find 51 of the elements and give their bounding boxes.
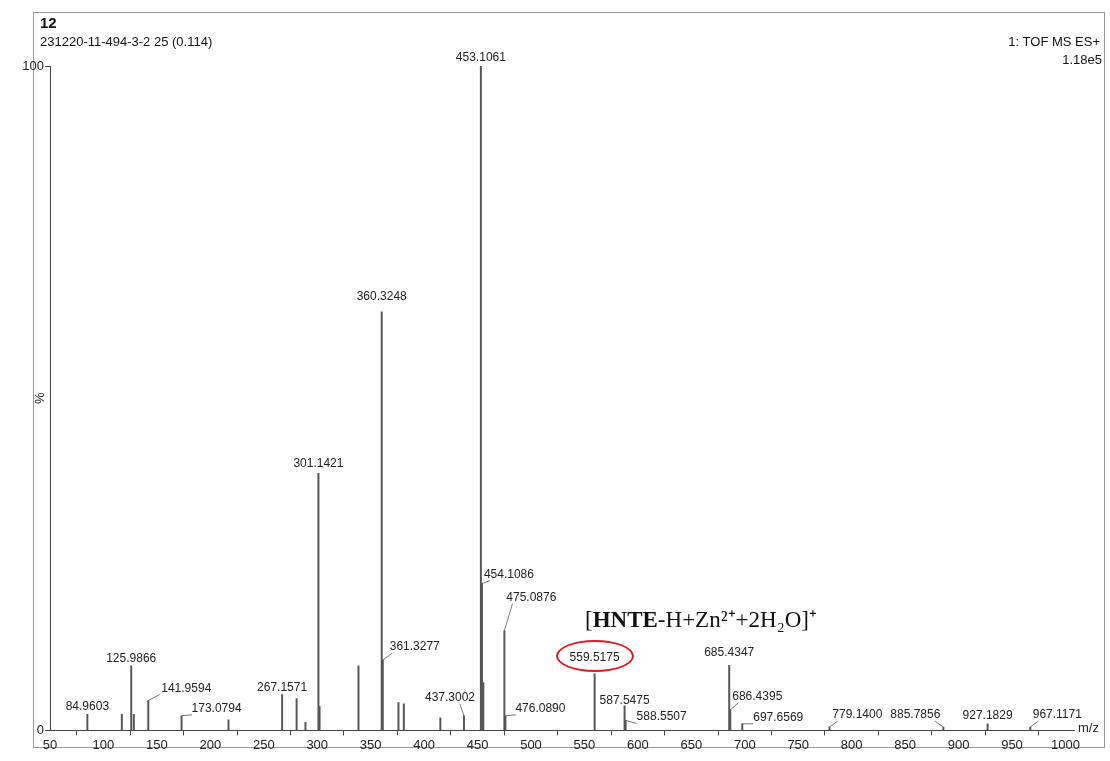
annotation: 453.1061 bbox=[455, 50, 507, 64]
annotation: 125.9866 bbox=[106, 650, 157, 665]
x-tick-label: 400 bbox=[413, 736, 435, 752]
annotation: 779.1400 bbox=[832, 707, 883, 722]
annotation: 885.7856 bbox=[890, 707, 941, 722]
annotation: 301.1421 bbox=[293, 456, 344, 471]
x-tick-label: 950 bbox=[1001, 736, 1023, 752]
annotation: 927.1829 bbox=[962, 707, 1013, 722]
x-tick-label: 750 bbox=[787, 736, 810, 752]
x-tick-label: 150 bbox=[146, 736, 168, 752]
annotation: [HNTE-H+Zn²⁺+2H₂O]⁺ bbox=[585, 607, 817, 632]
x-tick-label: 500 bbox=[520, 736, 542, 752]
x-tick-label: 200 bbox=[199, 736, 222, 752]
x-tick-label: 450 bbox=[466, 736, 489, 752]
annotation: 437.3002 bbox=[424, 689, 476, 704]
annotation: 141.9594 bbox=[161, 680, 212, 695]
y-tick-label: 0 bbox=[36, 721, 44, 737]
x-tick-label: 50 bbox=[42, 736, 58, 752]
annotation: 697.6569 bbox=[753, 709, 804, 724]
x-tick-label: 300 bbox=[306, 736, 329, 752]
annotation: 686.4395 bbox=[732, 688, 783, 703]
annotation: 587.5475 bbox=[599, 692, 650, 707]
text: 1: TOF MS ES+ bbox=[1008, 34, 1101, 49]
x-tick-label: 800 bbox=[840, 736, 863, 752]
annotation: 84.9603 bbox=[65, 699, 110, 714]
annotation: 360.3248 bbox=[356, 288, 408, 303]
annotation: 967.1171 bbox=[1032, 707, 1083, 722]
x-tick-label: 850 bbox=[894, 736, 916, 752]
annotation: 361.3277 bbox=[389, 638, 441, 653]
x-tick-label: 700 bbox=[733, 736, 756, 752]
annotation: 559.5175 bbox=[569, 649, 620, 664]
x-tick-label: 350 bbox=[359, 736, 382, 752]
x-tick-label: 100 bbox=[92, 736, 115, 752]
x-tick-label: 250 bbox=[252, 736, 275, 752]
x-tick-label: 650 bbox=[680, 736, 703, 752]
annotation: 476.0890 bbox=[515, 700, 566, 715]
annotation: 267.1571 bbox=[257, 679, 308, 694]
annotation: 588.5507 bbox=[636, 709, 687, 724]
annotation: 173.0794 bbox=[191, 700, 242, 715]
x-tick-label: 550 bbox=[573, 736, 596, 752]
x-tick-label: 900 bbox=[947, 736, 970, 752]
annotation: 685.4347 bbox=[704, 645, 755, 660]
y-axis-title: % bbox=[31, 391, 47, 404]
chart-subtitle: 231220-11-494-3-2 25 (0.114) bbox=[40, 34, 213, 49]
annotation: 1.18e5 bbox=[1062, 52, 1102, 67]
chart-title: 12 bbox=[40, 14, 57, 31]
x-tick-label: 600 bbox=[627, 736, 649, 752]
x-tick-label: 1000 bbox=[1050, 736, 1080, 752]
annotation: 475.0876 bbox=[506, 589, 557, 604]
x-axis-title: m/z bbox=[1078, 719, 1099, 735]
annotation: 454.1086 bbox=[483, 566, 535, 581]
